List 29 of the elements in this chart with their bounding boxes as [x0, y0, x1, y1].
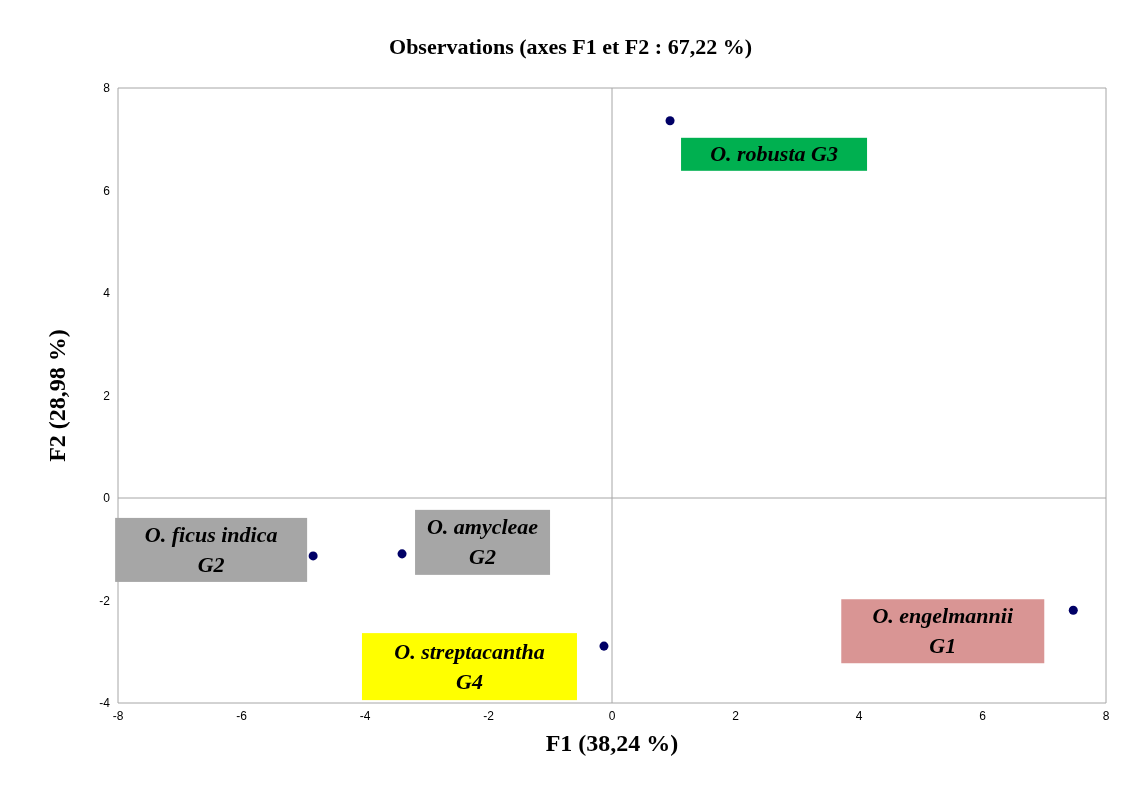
- point: [1068, 605, 1078, 615]
- x-tick-label: 0: [608, 708, 616, 723]
- x-tick-label: -2: [483, 708, 495, 723]
- series-label: O. amycleae G2: [426, 514, 539, 570]
- y-axis-title: F2 (28,98 %): [43, 329, 70, 462]
- y-tick-label: 6: [103, 183, 111, 198]
- point: [397, 549, 407, 559]
- y-tick-label: 0: [103, 491, 111, 506]
- point: [665, 116, 675, 126]
- y-tick-label: -4: [99, 696, 111, 711]
- y-tick-label: 2: [103, 388, 111, 403]
- x-tick-label: -4: [359, 708, 371, 723]
- y-tick-label: -2: [99, 593, 111, 608]
- x-tick-label: 2: [732, 708, 740, 723]
- chart-title: Observations (axes F1 et F2 : 67,22 %): [388, 34, 753, 60]
- point: [599, 641, 609, 651]
- x-tick-label: -8: [112, 708, 124, 723]
- y-tick-label: 4: [103, 286, 111, 301]
- text: O. streptacantha G4: [394, 638, 545, 694]
- x-tick-label: 6: [979, 708, 987, 723]
- x-tick-label: -6: [236, 708, 248, 723]
- x-tick-label: 8: [1102, 708, 1110, 723]
- y-tick-label: 8: [103, 81, 111, 96]
- point: [308, 551, 318, 561]
- x-tick-label: 4: [855, 708, 863, 723]
- series-label: O. robusta G3: [710, 141, 838, 167]
- series-label: O. ficus indica G2: [144, 521, 278, 577]
- text: O. engelmannii G1: [872, 603, 1014, 659]
- x-axis-title: F1 (38,24 %): [545, 730, 679, 756]
